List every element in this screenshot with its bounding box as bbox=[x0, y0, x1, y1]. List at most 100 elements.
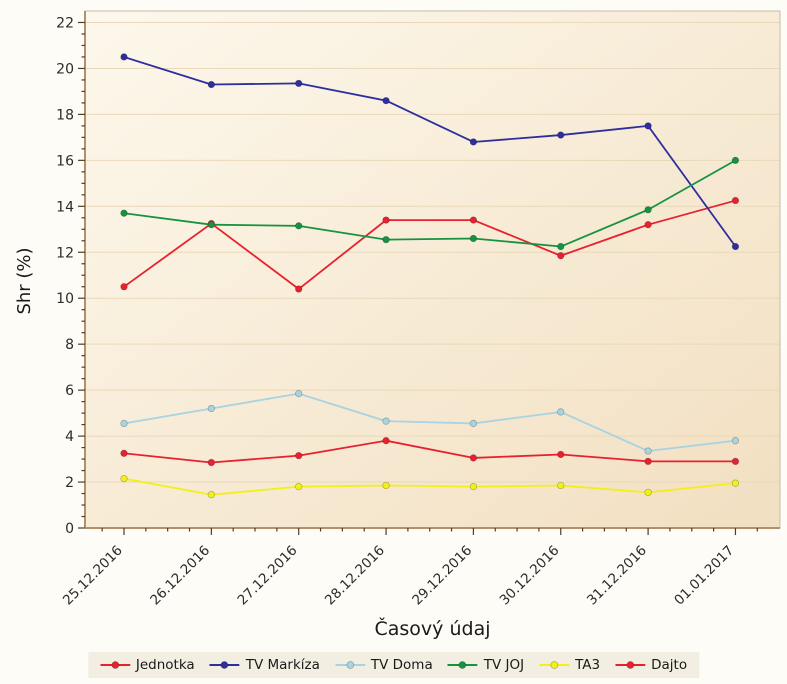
series-line bbox=[123, 56, 737, 248]
data-point bbox=[382, 417, 390, 425]
x-tick-label: 01.01.2017 bbox=[671, 543, 737, 609]
data-point bbox=[731, 242, 740, 251]
series-tv-mark-za bbox=[120, 53, 740, 251]
data-point bbox=[295, 451, 303, 460]
x-tick-label: 30.12.2016 bbox=[497, 543, 563, 609]
series-line bbox=[123, 159, 737, 248]
legend-item-tv-mark-za: TV Markíza bbox=[209, 657, 320, 673]
data-point bbox=[295, 285, 303, 293]
data-point bbox=[120, 209, 128, 217]
legend-label: Dajto bbox=[651, 657, 688, 673]
x-tick-label: 25.12.2016 bbox=[60, 543, 126, 609]
legend-item-ta3: TA3 bbox=[539, 657, 600, 673]
data-point bbox=[644, 221, 652, 229]
data-point bbox=[207, 221, 216, 229]
y-tick-label: 0 bbox=[65, 521, 74, 537]
data-point bbox=[731, 457, 740, 466]
data-point bbox=[557, 252, 565, 260]
x-tick-label: 27.12.2016 bbox=[235, 543, 301, 609]
data-point bbox=[207, 491, 216, 499]
series-line bbox=[123, 392, 737, 452]
legend-marker-dajto bbox=[615, 661, 646, 669]
y-axis-title: Shr (%) bbox=[14, 247, 35, 314]
data-point bbox=[469, 138, 478, 146]
data-point bbox=[382, 235, 390, 244]
legend-marker-jednotka bbox=[99, 661, 130, 669]
legend-label: Jednotka bbox=[135, 657, 195, 673]
plot-area bbox=[85, 11, 780, 528]
legend-marker-tv-mark-za bbox=[209, 661, 240, 669]
legend-marker-tv-doma bbox=[334, 661, 365, 669]
data-point bbox=[557, 131, 565, 139]
series-tv-doma bbox=[120, 389, 740, 455]
data-point bbox=[469, 482, 478, 491]
y-tick-label: 18 bbox=[56, 107, 74, 123]
y-tick-label: 16 bbox=[56, 153, 74, 169]
series-ta3 bbox=[120, 474, 740, 499]
data-point bbox=[557, 242, 565, 251]
data-point bbox=[382, 216, 390, 224]
data-point bbox=[382, 437, 390, 445]
y-tick-label: 8 bbox=[65, 337, 74, 353]
data-point bbox=[557, 408, 565, 416]
data-point bbox=[469, 419, 478, 428]
legend-item-jednotka: Jednotka bbox=[99, 657, 195, 673]
series-line bbox=[123, 439, 737, 464]
data-point bbox=[644, 488, 652, 497]
data-point bbox=[295, 482, 303, 491]
data-point bbox=[557, 481, 565, 490]
data-point bbox=[120, 449, 128, 457]
x-tick-label: 31.12.2016 bbox=[584, 543, 650, 609]
y-tick-label: 10 bbox=[56, 291, 74, 307]
x-tick-label: 29.12.2016 bbox=[409, 543, 475, 609]
series-line bbox=[123, 477, 737, 496]
data-point bbox=[731, 437, 740, 445]
y-tick-label: 22 bbox=[56, 15, 74, 31]
y-tick-label: 4 bbox=[65, 429, 74, 445]
series-line bbox=[123, 199, 737, 290]
data-point bbox=[644, 447, 652, 455]
y-tick-label: 12 bbox=[56, 245, 74, 261]
legend-label: TV JOJ bbox=[483, 657, 525, 673]
data-point bbox=[731, 196, 740, 205]
data-point bbox=[120, 283, 128, 291]
data-point bbox=[295, 222, 303, 230]
data-point bbox=[731, 156, 740, 165]
legend-label: TV Doma bbox=[370, 657, 433, 673]
data-point bbox=[731, 479, 740, 487]
legend-item-dajto: Dajto bbox=[615, 657, 687, 673]
data-point bbox=[644, 206, 652, 214]
legend-label: TA3 bbox=[575, 657, 601, 673]
line-chart-svg: 0 2 4 6 8 10 12 14 16 18 20 22 25.12.2016 26.12.2016 2… bbox=[14, 10, 781, 609]
data-point bbox=[644, 457, 652, 466]
y-tick-label: 6 bbox=[65, 383, 74, 399]
data-point bbox=[295, 389, 303, 398]
y-tick-label: 20 bbox=[56, 61, 74, 77]
x-tick-label: 28.12.2016 bbox=[322, 543, 388, 609]
data-point bbox=[382, 96, 390, 105]
x-axis-title: Časový údaj bbox=[374, 618, 491, 640]
data-point bbox=[469, 234, 478, 243]
x-tick-label: 26.12.2016 bbox=[147, 543, 213, 609]
data-point bbox=[644, 122, 652, 130]
data-point bbox=[557, 450, 565, 459]
data-point bbox=[120, 419, 128, 428]
data-point bbox=[295, 79, 303, 88]
data-point bbox=[120, 474, 128, 483]
legend-marker-tv-joj bbox=[447, 661, 478, 669]
data-point bbox=[382, 481, 390, 490]
data-point bbox=[469, 454, 478, 462]
series-tv-joj bbox=[120, 156, 740, 251]
data-point bbox=[120, 53, 128, 61]
legend-item-tv-joj: TV JOJ bbox=[447, 657, 525, 673]
legend: Jednotka TV Markíza TV Doma TV JOJ TA3 Dajto bbox=[87, 652, 700, 678]
legend-label: TV Markíza bbox=[245, 657, 320, 673]
data-point bbox=[207, 80, 216, 89]
legend-item-tv-doma: TV Doma bbox=[334, 657, 433, 673]
series-dajto bbox=[120, 437, 740, 467]
y-tick-label: 2 bbox=[65, 475, 74, 491]
legend-marker-ta3 bbox=[539, 661, 570, 669]
data-point bbox=[207, 458, 216, 467]
y-tick-label: 14 bbox=[56, 199, 74, 215]
